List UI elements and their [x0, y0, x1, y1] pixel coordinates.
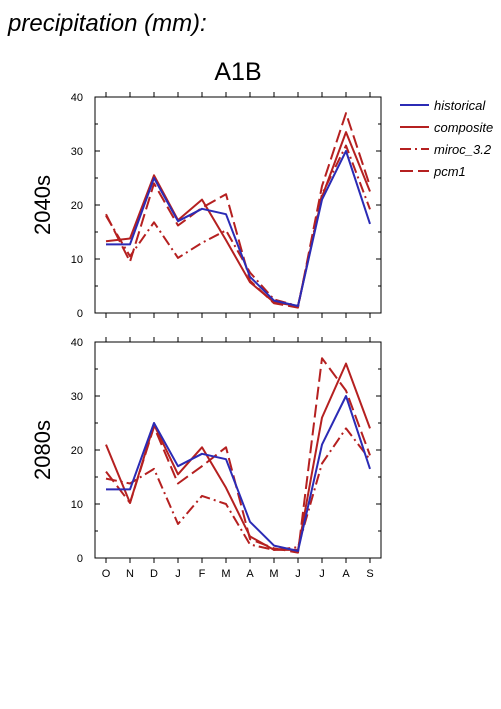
row-label-2080s: 2080s [30, 420, 55, 480]
y-tick-label: 20 [71, 200, 83, 212]
y-tick-label: 30 [71, 391, 83, 403]
series-line-historical [106, 150, 371, 307]
legend: historical composite miroc_3.2 pcm1 [400, 98, 493, 179]
y-tick-label: 30 [71, 146, 83, 158]
y-tick-label: 10 [71, 254, 83, 266]
y-tick-label: 0 [77, 553, 83, 565]
legend-item-pcm1: pcm1 [400, 164, 466, 179]
x-tick-label: J [319, 568, 325, 580]
legend-label: composite [434, 120, 493, 135]
plot-frame [94, 96, 382, 314]
panel-2080s: 0 10 20 30 40 O N D J F M A M J J A S 2080s [30, 337, 382, 580]
legend-item-historical: historical [400, 98, 486, 113]
y-tick-label: 40 [71, 92, 83, 104]
legend-item-composite: composite [400, 120, 493, 135]
x-tick-label: A [342, 568, 350, 580]
x-tick-label: D [150, 568, 158, 580]
y-tick-label: 0 [77, 308, 83, 320]
x-tick-label: F [199, 568, 206, 580]
series-line-pcm1 [105, 112, 371, 309]
x-tick-label: J [295, 568, 301, 580]
chart-title: A1B [214, 58, 261, 86]
legend-item-miroc_3.2: miroc_3.2 [400, 142, 492, 157]
x-tick-label: O [102, 568, 111, 580]
series-line-miroc_3.2 [105, 144, 371, 307]
x-tick-label: M [269, 568, 278, 580]
series-line-miroc_3.2 [105, 427, 371, 551]
legend-label: pcm1 [433, 164, 466, 179]
y-tick-label: 10 [71, 499, 83, 511]
series-line-composite [105, 131, 371, 307]
x-tick-label: M [221, 568, 230, 580]
series-line-composite [105, 362, 371, 551]
page-title: precipitation (mm): [7, 10, 207, 37]
row-label-2040s: 2040s [30, 175, 55, 235]
panel-2040s: 0 10 20 30 40 2040s [30, 92, 382, 320]
series-line-historical [106, 395, 371, 552]
x-tick-label: S [366, 568, 373, 580]
x-tick-label: J [175, 568, 181, 580]
legend-label: historical [434, 98, 486, 113]
panels: 0 10 20 30 40 2040s 0 10 20 30 40 O N D J F M A M J J A S 2080s [30, 92, 382, 580]
x-tick-label: A [246, 568, 254, 580]
y-tick-label: 40 [71, 337, 83, 349]
legend-label: miroc_3.2 [434, 142, 492, 157]
y-tick-label: 20 [71, 445, 83, 457]
x-tick-label: N [126, 568, 134, 580]
